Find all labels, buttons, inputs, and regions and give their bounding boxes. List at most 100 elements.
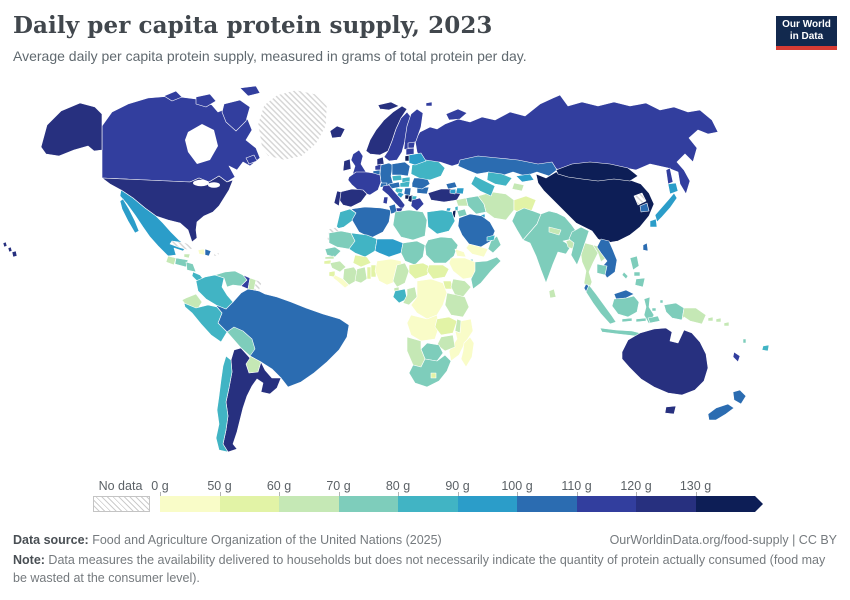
country-russia-franz-josef[interactable] [425,101,433,107]
country-sudan[interactable] [424,236,459,264]
country-usa-alaska[interactable] [40,102,103,157]
country-senegal[interactable] [324,246,342,258]
country-haiti[interactable] [197,248,206,256]
legend-swatch-100g[interactable] [517,496,577,512]
country-burkina-faso[interactable] [352,254,372,268]
country-dominican-republic[interactable] [204,248,212,257]
country-indonesia-lesser-sunda[interactable] [621,315,661,324]
country-zimbabwe[interactable] [436,334,456,352]
country-georgia[interactable] [445,181,458,190]
country-japan-kyushu[interactable] [649,218,658,228]
owid-logo[interactable]: Our World in Data [776,16,837,50]
country-north-korea[interactable] [633,192,647,206]
country-italy-sardinia[interactable] [382,196,389,205]
country-mongolia[interactable] [555,161,639,182]
legend-swatch-90g[interactable] [457,496,517,512]
country-south-africa[interactable] [408,354,452,388]
country-afghanistan[interactable] [513,195,537,215]
country-new-zealand-south[interactable] [707,403,735,421]
country-canada-victoria-island[interactable] [195,93,217,108]
country-taiwan[interactable] [642,242,649,252]
country-saudi-arabia[interactable] [457,213,496,248]
country-belarus[interactable] [408,152,427,166]
country-italy[interactable] [381,184,406,211]
country-cuba[interactable] [169,240,196,251]
country-chile[interactable] [215,355,233,453]
country-yemen[interactable] [465,243,489,258]
country-ghana[interactable] [354,266,368,284]
country-angola[interactable] [406,314,440,342]
country-png-new-britain[interactable] [707,316,714,322]
country-japan-hokkaido[interactable] [667,182,679,195]
country-uzbekistan[interactable] [486,171,513,187]
country-norway-svalbard[interactable] [377,101,400,111]
country-philippines-visayas[interactable] [633,271,641,277]
country-new-zealand-north[interactable] [732,389,747,405]
country-honduras[interactable] [174,257,189,268]
country-denmark[interactable] [376,156,385,166]
country-lesotho[interactable] [430,372,437,379]
country-congo[interactable] [402,286,418,306]
country-australia[interactable] [621,327,709,396]
country-nepal[interactable] [548,226,562,236]
country-solomon-islands[interactable] [715,317,730,327]
legend-swatch-120g[interactable] [636,496,696,512]
country-russia-novaya-zemlya[interactable] [445,108,468,121]
country-cambodia[interactable] [596,263,608,276]
country-greenland[interactable] [257,89,328,161]
country-eritrea[interactable] [454,248,467,258]
country-niger[interactable] [374,238,404,258]
country-latvia[interactable] [405,147,415,156]
country-fiji[interactable] [761,344,770,352]
country-turkmenistan[interactable] [470,175,496,197]
country-guyana[interactable] [240,274,251,290]
country-french-guiana[interactable] [253,279,263,292]
country-benin[interactable] [370,264,377,278]
country-portugal[interactable] [333,190,342,207]
country-germany[interactable] [379,162,394,187]
country-papua-new-guinea[interactable] [681,307,707,325]
country-myanmar[interactable] [568,226,590,266]
country-greece[interactable] [410,197,425,212]
country-indonesia-borneo[interactable] [611,295,640,318]
country-czechia[interactable] [391,174,403,182]
country-japan-honshu[interactable] [654,192,678,223]
legend-swatch-50g[interactable] [219,496,279,512]
country-thailand[interactable] [580,242,599,293]
country-poland[interactable] [391,161,411,177]
country-chad[interactable] [400,240,426,266]
country-russia-sakhalin[interactable] [665,167,674,185]
country-egypt[interactable] [426,209,456,235]
country-vanuatu[interactable] [742,338,747,344]
country-azerbaijan[interactable] [455,187,465,195]
country-malaysia-borneo[interactable] [613,289,635,300]
country-jamaica[interactable] [183,253,191,259]
country-philippines-luzon[interactable] [629,255,640,271]
country-sri-lanka[interactable] [548,288,557,299]
country-canada-arctic-island[interactable] [163,90,183,102]
country-gambia[interactable] [324,255,335,260]
country-cyprus[interactable] [445,207,452,212]
country-netherlands[interactable] [374,163,382,171]
license-link[interactable]: OurWorldinData.org/food-supply | CC BY [609,533,837,547]
country-ukraine[interactable] [410,159,446,181]
country-guatemala[interactable] [165,255,177,266]
country-mexico-baja[interactable] [119,198,140,234]
country-nicaragua[interactable] [185,261,197,273]
legend-swatch-0g[interactable] [160,496,220,512]
country-canada-baffin[interactable] [221,99,251,132]
country-norway[interactable] [365,105,408,156]
country-south-sudan[interactable] [426,264,450,280]
country-namibia[interactable] [406,336,426,368]
country-philippines-palawan[interactable] [621,271,629,280]
country-ireland[interactable] [342,158,352,172]
country-central-african-republic[interactable] [408,262,432,280]
country-guinea[interactable] [329,260,347,273]
country-new-caledonia[interactable] [732,351,741,363]
legend-swatch-70g[interactable] [338,496,398,512]
country-hungary[interactable] [399,180,411,188]
country-estonia[interactable] [407,141,416,149]
legend-swatch-110g[interactable] [576,496,636,512]
country-france[interactable] [347,171,382,196]
country-armenia[interactable] [449,188,457,195]
